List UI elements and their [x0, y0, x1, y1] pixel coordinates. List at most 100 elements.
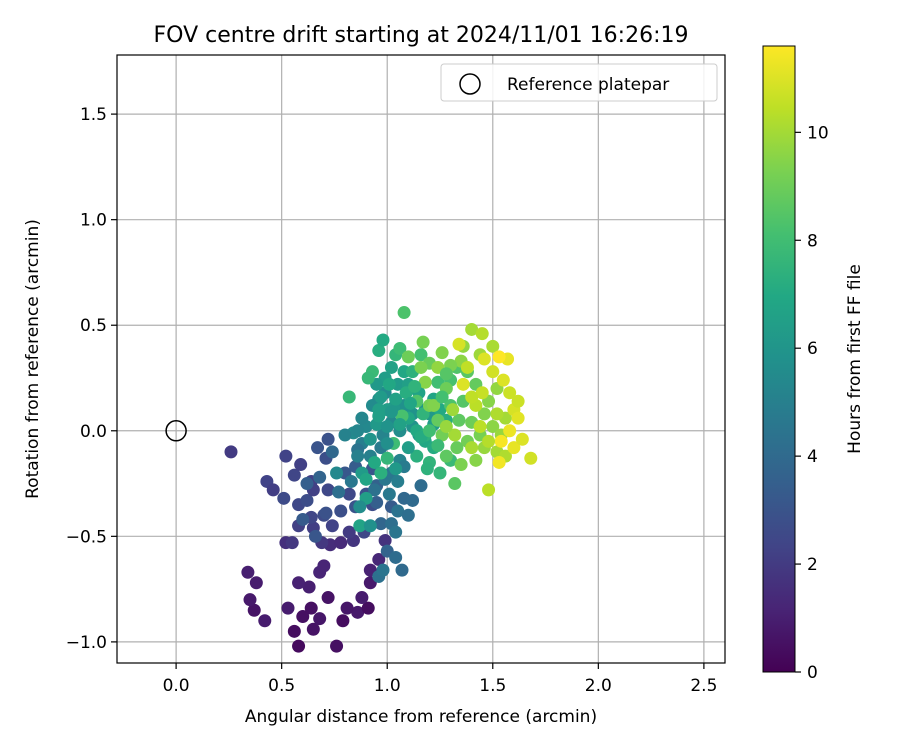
y-tick-label: 1.5 — [80, 105, 107, 125]
scatter-point — [389, 550, 403, 564]
scatter-point — [448, 477, 462, 491]
scatter-point — [427, 398, 441, 412]
scatter-point — [492, 350, 506, 364]
scatter-point — [389, 525, 403, 539]
scatter-point — [454, 458, 468, 472]
colorbar: 0 2 4 6 8 10 Hours from first FF file — [762, 45, 865, 683]
scatter-point — [401, 508, 415, 522]
scatter-point — [342, 390, 356, 404]
scatter-point — [325, 445, 339, 459]
y-tick-label: 1.0 — [80, 211, 107, 231]
scatter-point — [372, 409, 386, 423]
colorbar-tick-label: 2 — [807, 555, 818, 575]
scatter-point — [372, 553, 386, 567]
colorbar-gradient — [762, 45, 796, 673]
scatter-point — [408, 379, 422, 393]
scatter-point — [266, 483, 280, 497]
colorbar-tick-label: 10 — [807, 123, 829, 143]
scatter-point — [243, 593, 257, 607]
scatter-point — [469, 453, 483, 467]
scatter-point — [486, 365, 500, 379]
scatter-point — [380, 420, 394, 434]
scatter-point — [296, 512, 310, 526]
colorbar-tick-label: 0 — [807, 663, 818, 683]
scatter-points — [224, 306, 538, 653]
scatter-point — [361, 601, 375, 615]
legend-box — [440, 63, 718, 102]
legend: Reference platepar — [440, 63, 718, 102]
scatter-point — [359, 472, 373, 486]
scatter-point — [524, 451, 538, 465]
scatter-point — [258, 614, 272, 628]
scatter-point — [332, 485, 346, 499]
scatter-point — [403, 396, 417, 410]
scatter-point — [382, 487, 396, 501]
scatter-point — [465, 322, 479, 336]
scatter-point — [422, 424, 436, 438]
scatter-point — [334, 536, 348, 550]
scatter-point — [363, 432, 377, 446]
scatter-point — [287, 468, 301, 482]
scatter-point — [496, 373, 510, 387]
scatter-point — [439, 449, 453, 463]
scatter-point — [374, 517, 388, 531]
scatter-point — [435, 346, 449, 360]
scatter-point — [473, 420, 487, 434]
scatter-point — [460, 360, 474, 374]
chart-title: FOV centre drift starting at 2024/11/01 … — [154, 23, 689, 48]
scatter-point — [406, 493, 420, 507]
scatter-point — [281, 601, 295, 615]
y-tick-label: −1.0 — [66, 633, 107, 653]
scatter-point — [393, 417, 407, 431]
scatter-point — [515, 432, 529, 446]
scatter-point — [416, 335, 430, 349]
scatter-point — [475, 386, 489, 400]
colorbar-tick-label: 4 — [807, 447, 818, 467]
x-tick-label: 0.5 — [268, 676, 295, 696]
x-tick-label: 2.5 — [690, 676, 717, 696]
scatter-point — [351, 605, 365, 619]
scatter-point — [334, 504, 348, 518]
scatter-point — [321, 591, 335, 605]
scatter-point — [450, 441, 464, 455]
scatter-point — [353, 519, 367, 533]
scatter-point — [435, 390, 449, 404]
scatter-point — [351, 424, 365, 438]
scatter-point — [368, 483, 382, 497]
scatter-point — [380, 451, 394, 465]
scatter-point — [401, 441, 415, 455]
scatter-point — [311, 441, 325, 455]
scatter-point — [313, 470, 327, 484]
y-axis-label: Rotation from reference (arcmin) — [23, 219, 43, 499]
scatter-point — [378, 534, 392, 548]
scatter-point — [439, 367, 453, 381]
scatter-point — [342, 487, 356, 501]
scatter-point — [477, 407, 491, 421]
scatter-point — [340, 601, 354, 615]
plot-area-frame — [116, 54, 726, 664]
scatter-point — [431, 439, 445, 453]
scatter-point — [351, 449, 365, 463]
x-tick-label: 0.0 — [163, 676, 190, 696]
scatter-point — [433, 466, 447, 480]
scatter-point — [376, 563, 390, 577]
scatter-point — [368, 455, 382, 469]
scatter-point — [342, 525, 356, 539]
scatter-point — [285, 536, 299, 550]
scatter-point — [376, 333, 390, 347]
scatter-point — [277, 491, 291, 505]
colorbar-ticks: 0 2 4 6 8 10 — [795, 123, 829, 683]
scatter-point — [507, 441, 521, 455]
scatter-point — [317, 559, 331, 573]
scatter-point — [452, 413, 466, 427]
scatter-point — [456, 377, 470, 391]
y-tick-label: 0.0 — [80, 422, 107, 442]
scatter-point — [384, 405, 398, 419]
y-tick-label: −0.5 — [66, 527, 107, 547]
scatter-point — [511, 394, 525, 408]
scatter-point — [452, 337, 466, 351]
colorbar-tick-label: 6 — [807, 339, 818, 359]
scatter-point — [241, 565, 255, 579]
scatter-point — [395, 563, 409, 577]
scatter-point — [465, 390, 479, 404]
